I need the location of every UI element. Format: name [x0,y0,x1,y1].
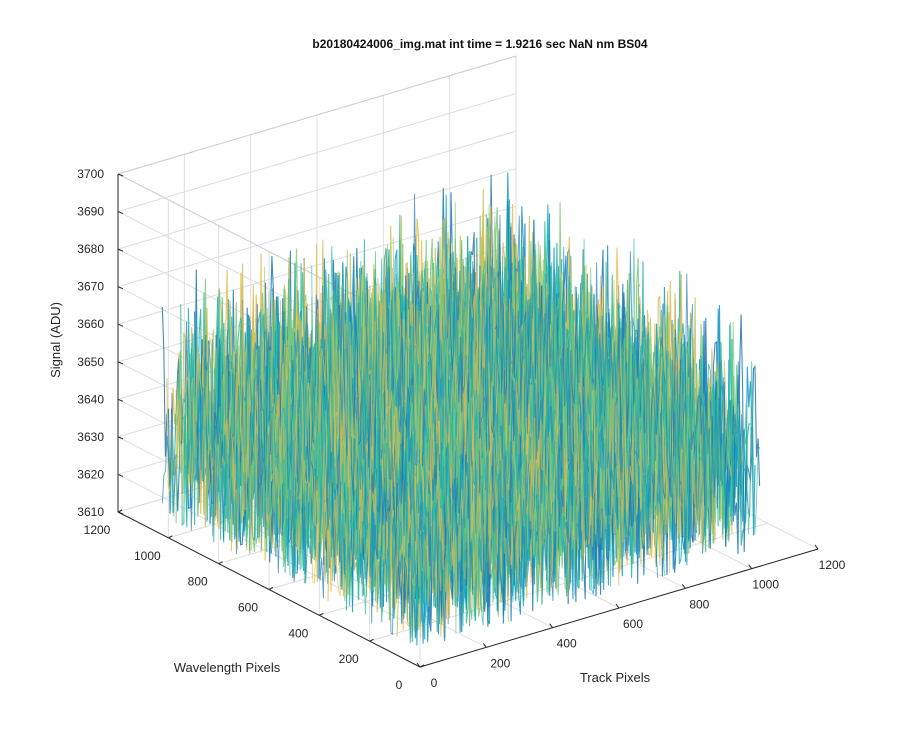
surface-mesh [161,172,761,646]
z-tick [117,248,124,252]
x-tick-label: 800 [689,597,709,611]
y-tick-label: 600 [238,601,258,615]
x-tick [681,584,686,589]
x-axis-label: Track Pixels [580,670,651,685]
z-tick-label: 3680 [77,242,104,256]
z-tick [117,286,124,290]
z-tick-label: 3610 [77,505,104,519]
y-tick-label: 0 [396,678,403,692]
z-tick-label: 3650 [77,355,104,369]
x-tick [416,662,421,668]
z-tick-label: 3620 [77,467,104,481]
z-tick [117,211,124,215]
surface-column [501,221,761,535]
z-tick [117,511,124,515]
y-tick [218,561,223,565]
y-tick-label: 800 [188,575,208,589]
z-tick [117,323,124,327]
x-tick-label: 200 [490,656,510,670]
y-tick-label: 400 [288,626,308,640]
y-tick [419,664,425,668]
x-tick [615,603,620,609]
z-tick [117,436,124,440]
z-tick [117,398,124,402]
z-tick-label: 3700 [77,167,104,181]
x-tick-label: 600 [623,617,643,631]
x-tick [814,544,819,550]
z-axis-label: Signal (ADU) [48,302,63,378]
x-tick [482,643,487,648]
z-tick [117,173,124,177]
y-tick [319,612,324,616]
z-tick-label: 3660 [77,317,104,331]
y-tick-label: 1000 [134,549,161,563]
z-tick-label: 3690 [77,205,104,219]
y-tick [268,587,274,590]
x-tick-label: 0 [431,676,438,690]
y-tick [117,509,123,513]
box-edge [117,55,517,175]
z-tick-label: 3640 [77,392,104,406]
y-tick-label: 200 [339,652,359,666]
chart-title: b20180424006_img.mat int time = 1.9216 s… [312,37,648,51]
x-tick-label: 1200 [819,558,846,572]
z-tick-label: 3630 [77,430,104,444]
x-tick-label: 1000 [752,578,779,592]
y-axis-label: Wavelength Pixels [174,660,281,675]
z-tick-label: 3670 [77,280,104,294]
x-tick [549,623,554,628]
y-tick [369,638,374,642]
axes: 0 200 400 600 800 1000 1200 0 200 400 600 800 1000 12… [77,167,845,692]
x-tick [748,564,753,569]
y-tick-label: 1200 [84,523,111,537]
z-tick [117,361,124,365]
x-tick-label: 400 [557,637,577,651]
z-tick [117,473,124,477]
y-tick [168,535,173,539]
